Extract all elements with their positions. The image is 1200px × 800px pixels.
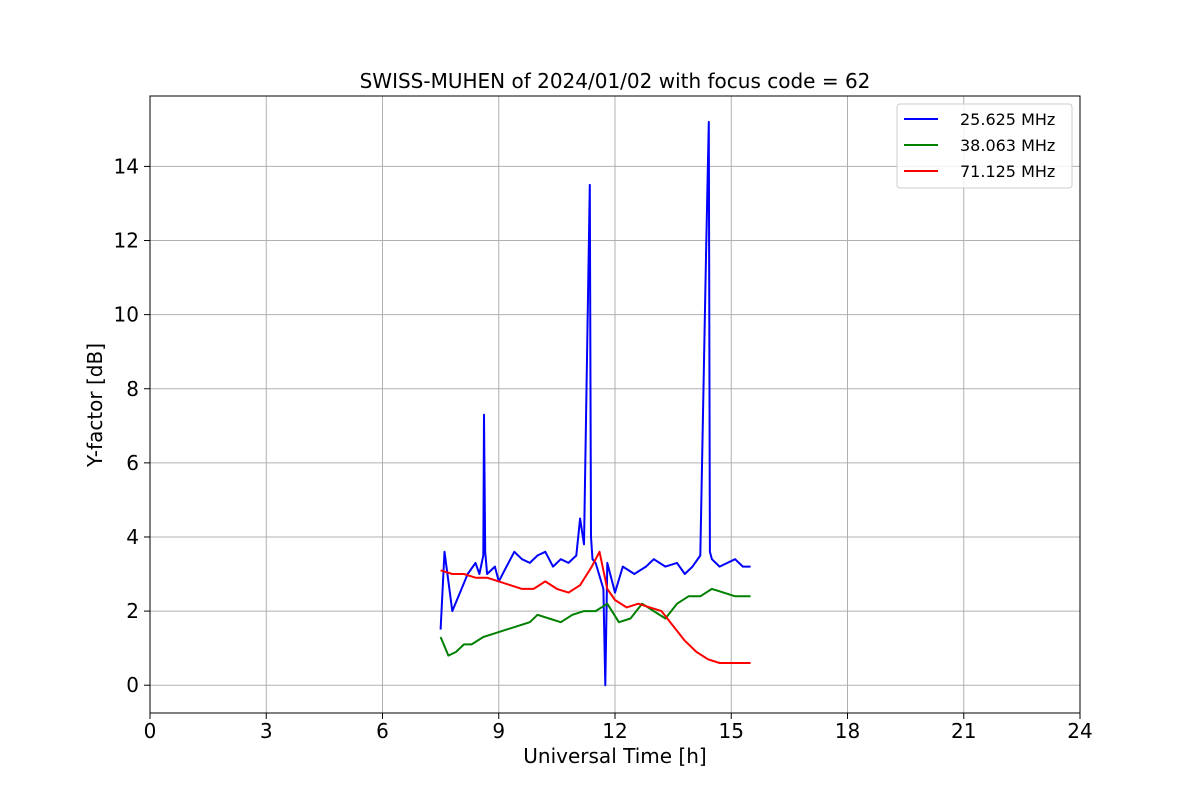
y-tick-label: 14 <box>114 154 139 178</box>
legend: 25.625 MHz 38.063 MHz 71.125 MHz <box>896 103 1073 189</box>
y-tick-label: 12 <box>114 229 139 253</box>
x-axis-label: Universal Time [h] <box>523 744 706 768</box>
y-tick-label: 6 <box>126 451 139 475</box>
chart-title: SWISS-MUHEN of 2024/01/02 with focus cod… <box>360 69 871 93</box>
x-tick-label: 24 <box>1067 719 1092 743</box>
y-tick-label: 2 <box>126 599 139 623</box>
series-line-38-063-mhz <box>439 587 751 657</box>
x-tick-label: 3 <box>260 719 273 743</box>
legend-label: 71.125 MHz <box>960 162 1055 181</box>
legend-box <box>896 103 1073 189</box>
x-tick-label: 9 <box>492 719 505 743</box>
y-axis-label: Y-factor [dB] <box>83 343 107 468</box>
x-tick-label: 0 <box>144 719 157 743</box>
legend-label: 38.063 MHz <box>960 136 1055 155</box>
series-line-25-625-mhz <box>439 120 751 687</box>
plot-series <box>439 120 751 687</box>
x-tick-label: 6 <box>376 719 389 743</box>
y-tick-label: 4 <box>126 525 139 549</box>
x-tick-label: 18 <box>835 719 860 743</box>
legend-label: 25.625 MHz <box>960 110 1055 129</box>
x-tick-label: 12 <box>602 719 627 743</box>
series-line-71-125-mhz <box>440 550 751 664</box>
y-tick-label: 10 <box>114 303 139 327</box>
y-tick-label: 0 <box>126 673 139 697</box>
x-tick-label: 21 <box>951 719 976 743</box>
x-tick-label: 15 <box>719 719 744 743</box>
y-tick-label: 8 <box>126 377 139 401</box>
